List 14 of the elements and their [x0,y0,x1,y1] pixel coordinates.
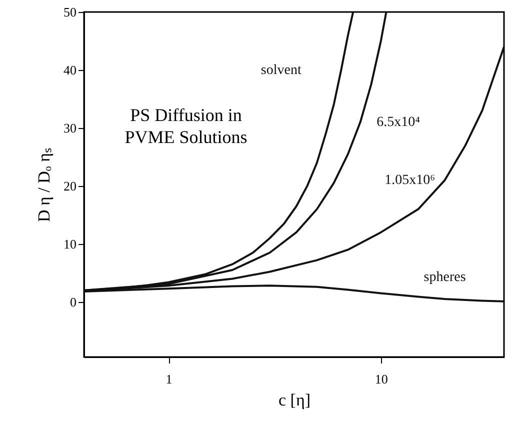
y-tick-label: 0 [70,294,76,310]
series-label: spheres [424,270,466,286]
x-tick-label: 1 [166,372,172,386]
y-tick-label: 40 [64,62,76,78]
text: solvent [260,62,302,78]
y-tick-label: 10 [64,236,76,252]
series-label: 6.5x10⁴ [376,115,420,130]
y-tick-label: 50 [64,4,76,20]
y-tick-label: 20 [64,178,76,194]
y-tick-label: 30 [64,120,76,136]
y-axis-title: D η / Dₒ ηₛ [34,148,54,222]
series-label: 1.05x10⁶ [384,173,436,188]
annotation: PS Diffusion in PVME Solutions [124,105,248,147]
x-axis-title: c [η] [278,390,311,410]
